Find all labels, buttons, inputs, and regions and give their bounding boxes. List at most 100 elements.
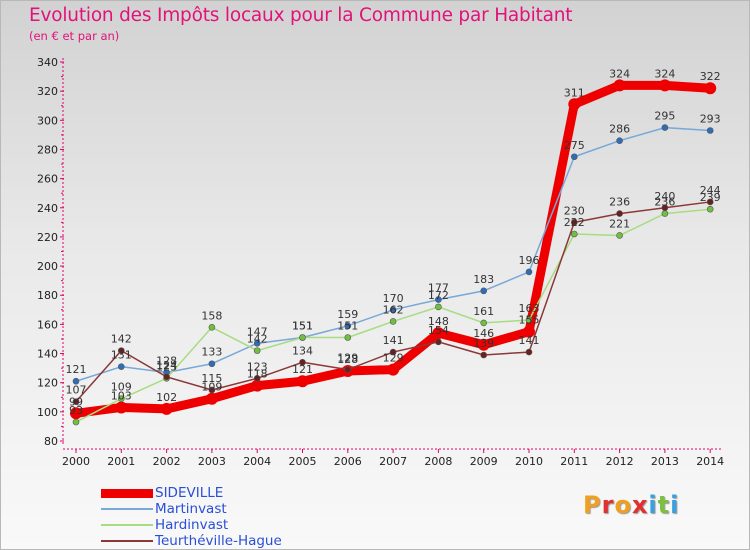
data-label: 103 [111,389,132,402]
data-point [616,210,623,217]
data-label: 148 [428,315,449,328]
data-label: 146 [473,327,494,340]
data-point [344,366,352,373]
data-label: 93 [69,404,83,417]
data-label: 236 [609,196,630,209]
logo-letter: t [657,491,671,519]
data-point [389,306,397,314]
data-point [523,325,535,338]
data-label: 139 [473,337,494,350]
data-label: 170 [383,292,404,305]
data-label: 161 [473,305,494,318]
data-point [570,219,578,226]
x-tick-label: 2012 [606,455,634,468]
y-tick-label: 160 [37,318,58,331]
data-label: 134 [292,344,313,357]
data-label: 159 [337,308,358,321]
data-label: 129 [337,352,358,365]
data-label: 123 [247,360,268,373]
data-label: 244 [700,184,721,197]
x-tick-label: 2000 [62,455,90,468]
data-point [525,316,533,324]
data-point [72,398,80,405]
x-tick-label: 2004 [243,455,271,468]
data-point [160,402,173,415]
data-label: 222 [564,216,585,229]
data-label: 109 [201,381,222,394]
data-point [706,205,714,213]
data-point [344,334,352,341]
legend-swatch [101,540,153,542]
data-label: 311 [564,86,585,99]
data-label: 286 [609,123,630,136]
y-tick-label: 220 [37,231,58,244]
data-point [568,98,581,111]
data-point [299,334,306,341]
data-label: 151 [337,320,358,333]
data-label: 151 [292,320,313,333]
data-point [706,198,714,206]
data-point [387,363,400,376]
data-point [344,322,352,330]
data-label: 230 [564,204,585,217]
data-label: 121 [66,363,87,376]
series-sideville [70,79,717,420]
legend-label: Teurthéville-Hague [155,533,282,549]
data-point [253,347,261,354]
data-point [432,327,445,340]
logo-letter: i [670,491,680,519]
data-point [251,379,264,392]
x-tick-label: 2010 [515,455,543,468]
data-point [253,375,261,382]
logo-letter: o [614,491,632,519]
legend-label: Martinvast [155,501,227,517]
series-martinvast [72,124,714,385]
data-label: 99 [69,395,83,408]
y-tick-label: 80 [44,435,58,448]
data-point [118,363,125,370]
y-tick-label: 240 [37,202,58,215]
x-tick-label: 2001 [107,455,135,468]
data-label: 128 [156,354,177,367]
data-point [208,323,216,331]
y-tick-label: 300 [37,114,58,127]
data-label: 236 [654,196,675,209]
data-point [253,340,261,347]
x-tick-label: 2006 [334,455,362,468]
y-tick-label: 280 [37,143,58,156]
data-label: 221 [609,217,630,230]
data-label: 107 [66,384,87,397]
data-point [477,338,490,351]
data-point [661,204,669,212]
data-label: 158 [201,309,222,322]
data-point [616,232,623,239]
logo-letter: x [631,491,649,519]
data-point [570,230,578,238]
data-label: 322 [700,70,721,83]
data-point [706,127,714,134]
data-label: 154 [428,324,449,337]
data-label: 240 [654,190,675,203]
data-label: 124 [156,359,177,372]
data-label: 147 [247,325,268,338]
data-point [658,79,671,92]
data-label: 109 [111,381,132,394]
data-point [70,407,82,420]
x-tick-label: 2005 [289,455,317,468]
x-tick-label: 2014 [696,455,724,468]
data-label: 102 [156,391,177,404]
data-point [299,358,306,366]
data-point [208,386,216,394]
data-point [115,401,128,414]
data-point [435,338,442,346]
data-point [389,318,397,325]
data-point [163,373,170,381]
data-label: 118 [247,368,268,381]
data-point [72,377,80,385]
data-label: 324 [654,67,675,80]
data-label: 131 [111,349,132,362]
data-point [480,351,488,359]
data-label: 142 [111,333,132,346]
